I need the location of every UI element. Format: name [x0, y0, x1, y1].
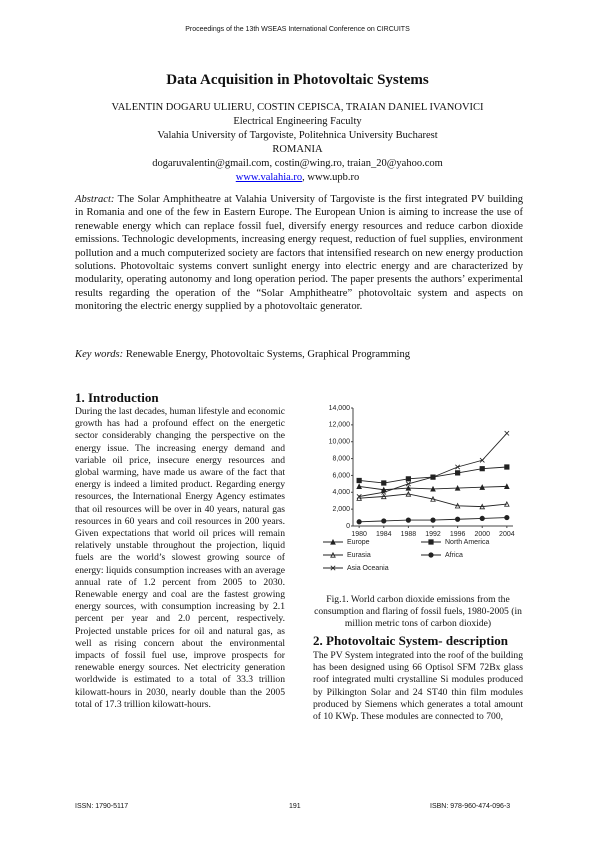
legend-marker	[330, 565, 336, 571]
marker	[405, 476, 411, 482]
keywords: Key words: Renewable Energy, Photovoltai…	[75, 349, 410, 360]
x-tick-label: 2000	[474, 531, 490, 538]
x-tick-label: 1996	[450, 531, 466, 538]
legend-label: Asia Oceania	[347, 565, 389, 572]
marker	[479, 466, 485, 472]
marker	[381, 480, 387, 486]
y-tick-label: 14,000	[329, 405, 351, 412]
emails: dogaruvalentin@gmail.com, costin@wing.ro…	[152, 158, 443, 169]
link[interactable]: www.valahia.ro	[235, 172, 303, 183]
legend-label: North America	[445, 539, 489, 546]
marker	[405, 517, 411, 523]
marker	[356, 519, 362, 525]
isbn: ISBN: 978-960-474-096-3	[430, 803, 511, 810]
marker	[430, 495, 436, 502]
marker	[455, 516, 461, 522]
legend-marker	[330, 551, 336, 558]
marker	[455, 470, 461, 476]
figure-caption: Fig.1. World carbon dioxide emissions fr…	[314, 594, 522, 629]
affiliation: Valahia University of Targoviste, Polite…	[157, 130, 438, 141]
abstract-text: The Solar Amphitheatre at Valahia Univer…	[75, 194, 523, 313]
links: www.valahia.ro, www.upb.ro	[60, 171, 535, 185]
marker	[405, 490, 412, 497]
authors: VALENTIN DOGARU ULIERU, COSTIN CEPISCA, …	[111, 102, 484, 113]
legend-label: Europe	[347, 539, 370, 546]
marker	[430, 517, 436, 523]
chart: 0 2,000 4,000 6,000 8,000 10,000 12,000 14,000 1…	[323, 405, 515, 572]
marker	[430, 485, 436, 492]
marker	[356, 495, 363, 501]
marker	[356, 483, 363, 489]
marker	[405, 484, 412, 491]
marker	[504, 430, 510, 436]
y-tick-label: 4,000	[332, 489, 350, 496]
series-line	[359, 493, 507, 508]
section-heading: 1. Introduction	[75, 390, 159, 405]
marker	[381, 518, 387, 524]
marker	[356, 494, 362, 499]
y-tick-label: 8,000	[332, 455, 350, 462]
abstract: Abstract: The Solar Amphitheatre at Vala…	[75, 193, 523, 314]
y-tick-label: 10,000	[329, 439, 351, 446]
marker	[455, 464, 461, 470]
x-tick-label: 1980	[351, 531, 367, 538]
title: Data Acquisition in Photovoltaic Systems	[166, 72, 429, 88]
legend-label: Africa	[445, 552, 463, 559]
marker	[504, 514, 510, 521]
legend-label: Eurasia	[347, 552, 371, 559]
marker	[503, 500, 510, 507]
marker	[479, 457, 485, 463]
marker	[479, 503, 486, 510]
section-text: During the last decades, human lifestyle…	[75, 406, 285, 710]
issn: ISSN: 1790-5117	[75, 803, 129, 810]
x-tick-label: 1992	[425, 531, 441, 538]
author-block: VALENTIN DOGARU ULIERU, COSTIN CEPISCA, …	[60, 101, 535, 185]
x-tick-label: 1984	[376, 531, 392, 538]
legend-marker	[428, 539, 434, 545]
section-text: The PV System integrated into the roof o…	[313, 650, 523, 723]
marker	[381, 489, 387, 495]
marker	[479, 484, 486, 490]
affiliation: ROMANIA	[272, 144, 323, 155]
abstract-label: Abstract:	[75, 194, 115, 205]
marker	[430, 474, 436, 480]
page-number: 191	[289, 803, 301, 810]
keywords-label: Key words:	[75, 349, 124, 360]
link-text: , www.upb.ro	[302, 172, 360, 183]
affiliation: Electrical Engineering Faculty	[233, 116, 362, 127]
marker	[380, 493, 387, 500]
marker	[503, 483, 510, 489]
marker	[479, 515, 485, 522]
y-tick-label: 12,000	[329, 422, 351, 429]
marker	[504, 464, 510, 470]
section-heading: 2. Photovoltaic System- description	[313, 633, 508, 648]
y-tick-label: 2,000	[332, 506, 350, 513]
marker	[454, 502, 461, 509]
x-tick-label: 1988	[401, 531, 417, 538]
keywords-text: Renewable Energy, Photovoltaic Systems, …	[125, 349, 411, 360]
running-title: Proceedings of the 13th WSEAS Internatio…	[185, 26, 410, 33]
legend-marker	[330, 538, 336, 545]
marker	[405, 481, 411, 487]
x-tick-label: 2004	[499, 531, 515, 538]
y-tick-label: 6,000	[332, 472, 350, 479]
marker	[356, 477, 362, 484]
y-tick-label: 0	[346, 523, 350, 530]
marker	[454, 484, 461, 491]
legend-marker	[428, 552, 434, 558]
